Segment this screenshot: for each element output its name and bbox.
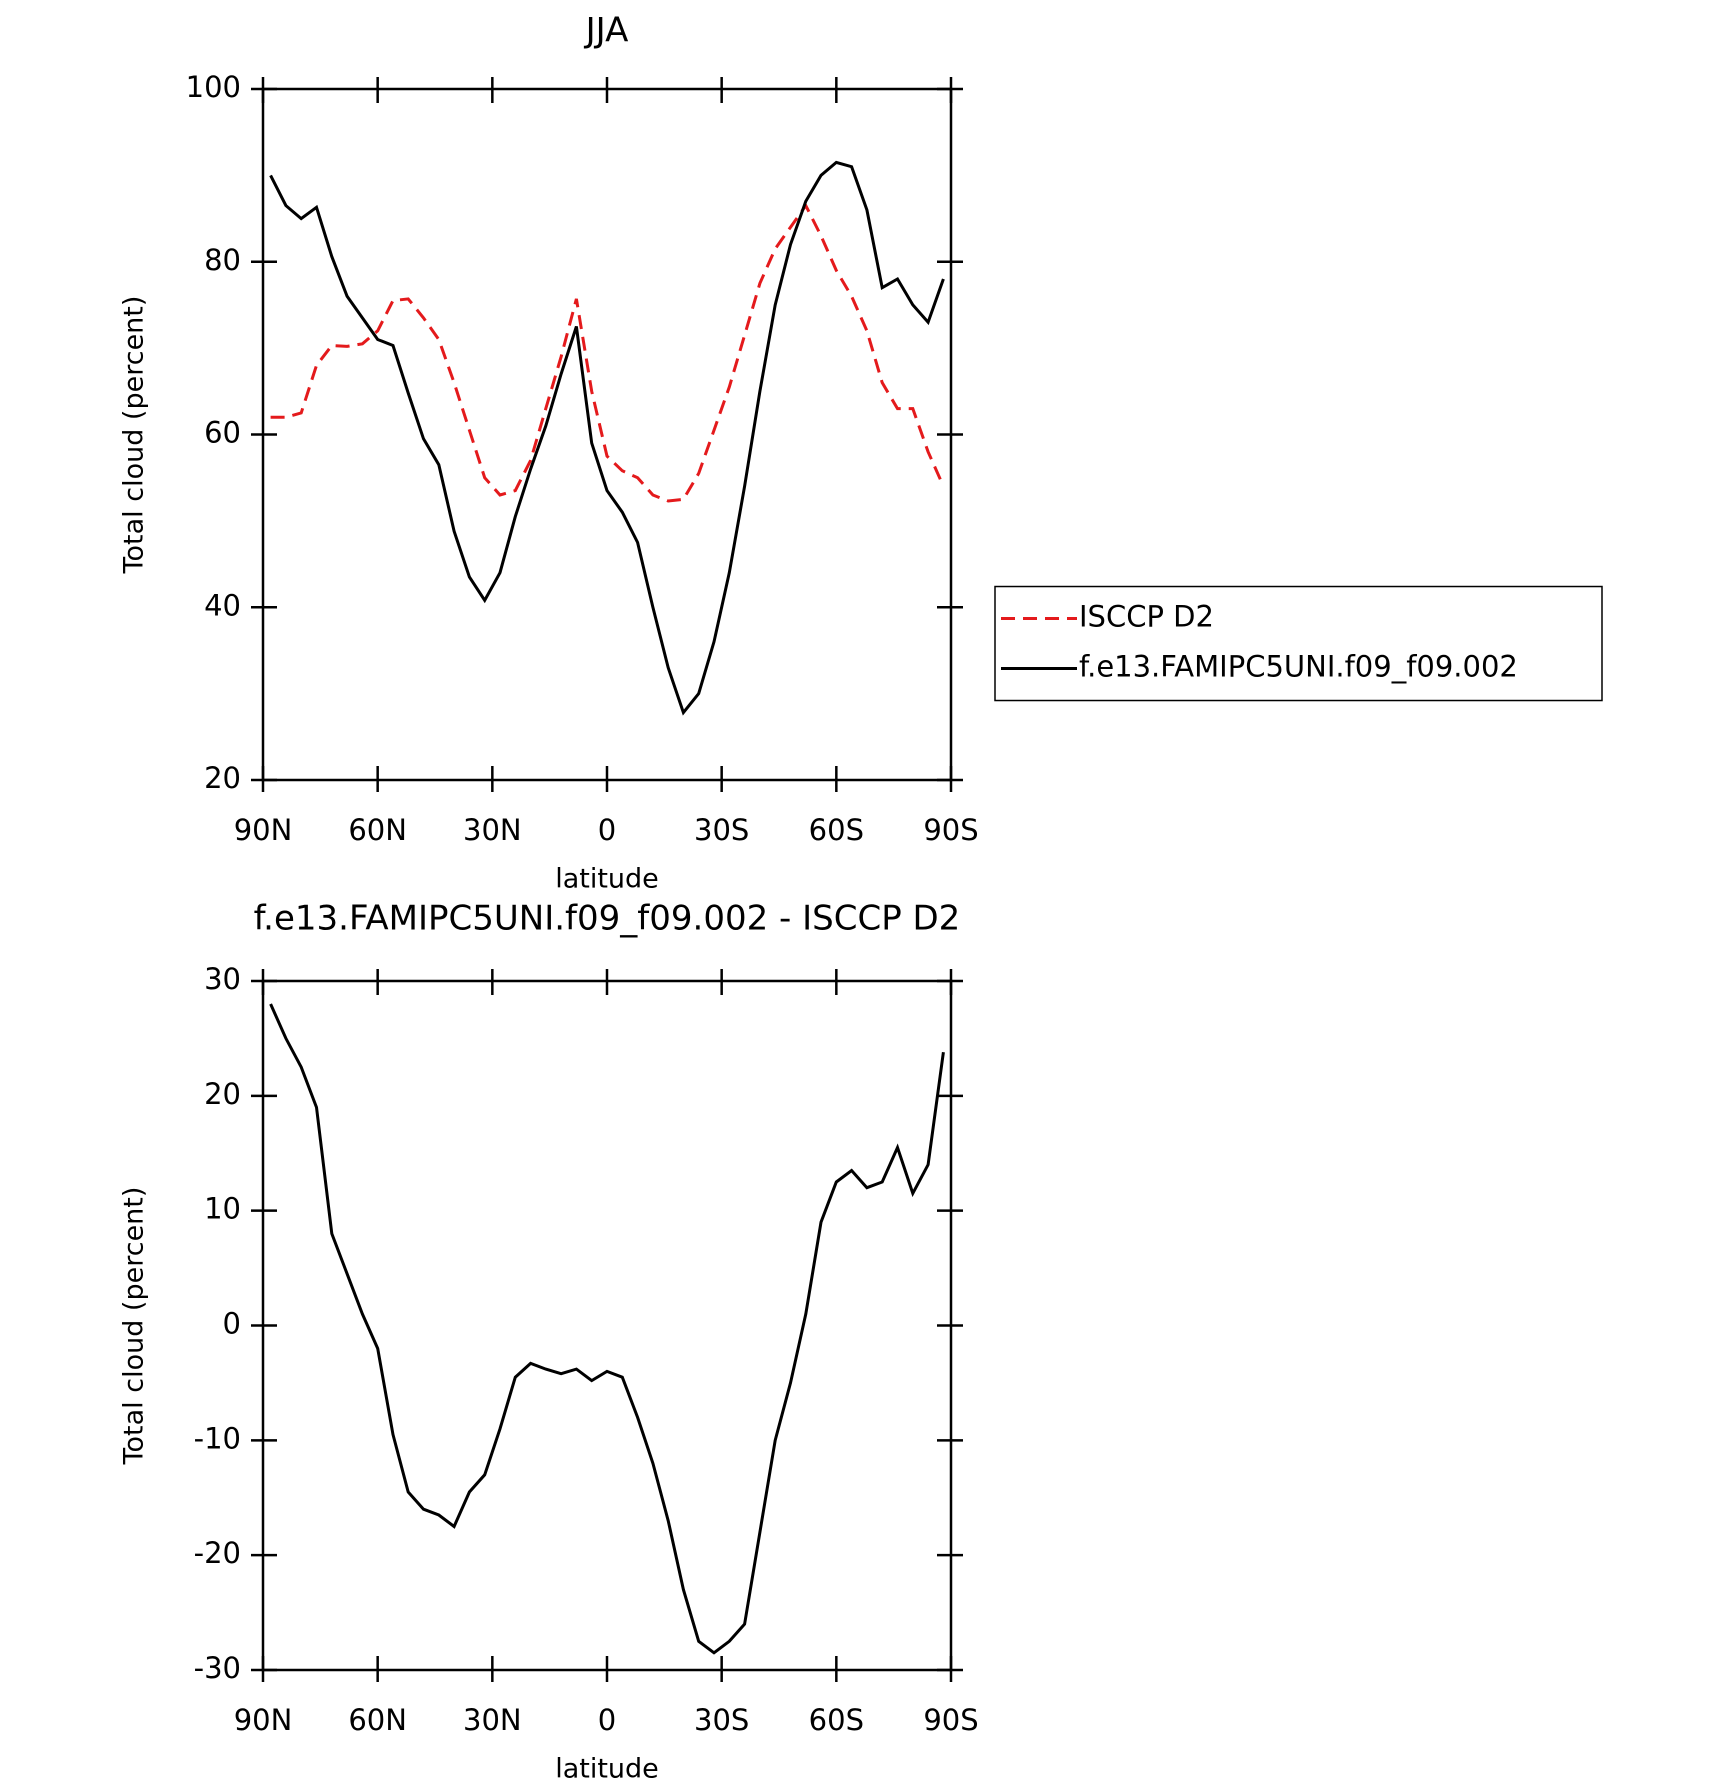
x-axis-label: latitude	[555, 1754, 659, 1785]
legend-label: f.e13.FAMIPC5UNI.f09_f09.002	[1079, 650, 1518, 684]
legend-label: ISCCP D2	[1079, 600, 1214, 634]
x-tick-label: 90S	[923, 1703, 978, 1737]
x-tick-label: 30S	[694, 1703, 749, 1737]
y-axis-label: Total cloud (percent)	[119, 1187, 150, 1466]
x-tick-label: 30N	[463, 813, 522, 847]
chart-title: JJA	[584, 11, 629, 51]
data-line	[270, 202, 945, 503]
y-tick-label: 10	[204, 1192, 241, 1226]
y-tick-label: 0	[223, 1307, 241, 1341]
x-tick-label: 30N	[463, 1703, 522, 1737]
y-tick-label: 80	[204, 243, 241, 277]
y-axis-label: Total cloud (percent)	[119, 296, 150, 575]
y-tick-label: -30	[194, 1651, 241, 1685]
x-tick-label: 90S	[923, 813, 978, 847]
x-tick-label: 30S	[694, 813, 749, 847]
plot-frame	[261, 87, 953, 782]
x-tick-label: 0	[598, 813, 616, 847]
y-tick-label: 60	[204, 416, 241, 450]
x-tick-label: 90N	[234, 813, 293, 847]
x-tick-label: 60S	[809, 813, 864, 847]
y-tick-label: 20	[204, 1077, 241, 1111]
y-tick-label: 20	[204, 761, 241, 795]
x-tick-label: 60N	[348, 1703, 407, 1737]
y-tick-label: -10	[194, 1421, 241, 1455]
legend-box	[994, 585, 1603, 702]
y-tick-label: 30	[204, 962, 241, 996]
y-tick-label: 40	[204, 588, 241, 622]
x-tick-label: 90N	[234, 1703, 293, 1737]
x-tick-label: 60N	[348, 813, 407, 847]
y-tick-label: 100	[186, 70, 241, 104]
x-axis-label: latitude	[555, 864, 659, 895]
chart-title: f.e13.FAMIPC5UNI.f09_f09.002 - ISCCP D2	[254, 899, 961, 939]
data-line	[269, 160, 945, 716]
x-tick-label: 60S	[809, 1703, 864, 1737]
data-line	[269, 1003, 945, 1655]
y-tick-label: -20	[194, 1536, 241, 1570]
x-tick-label: 0	[598, 1703, 616, 1737]
